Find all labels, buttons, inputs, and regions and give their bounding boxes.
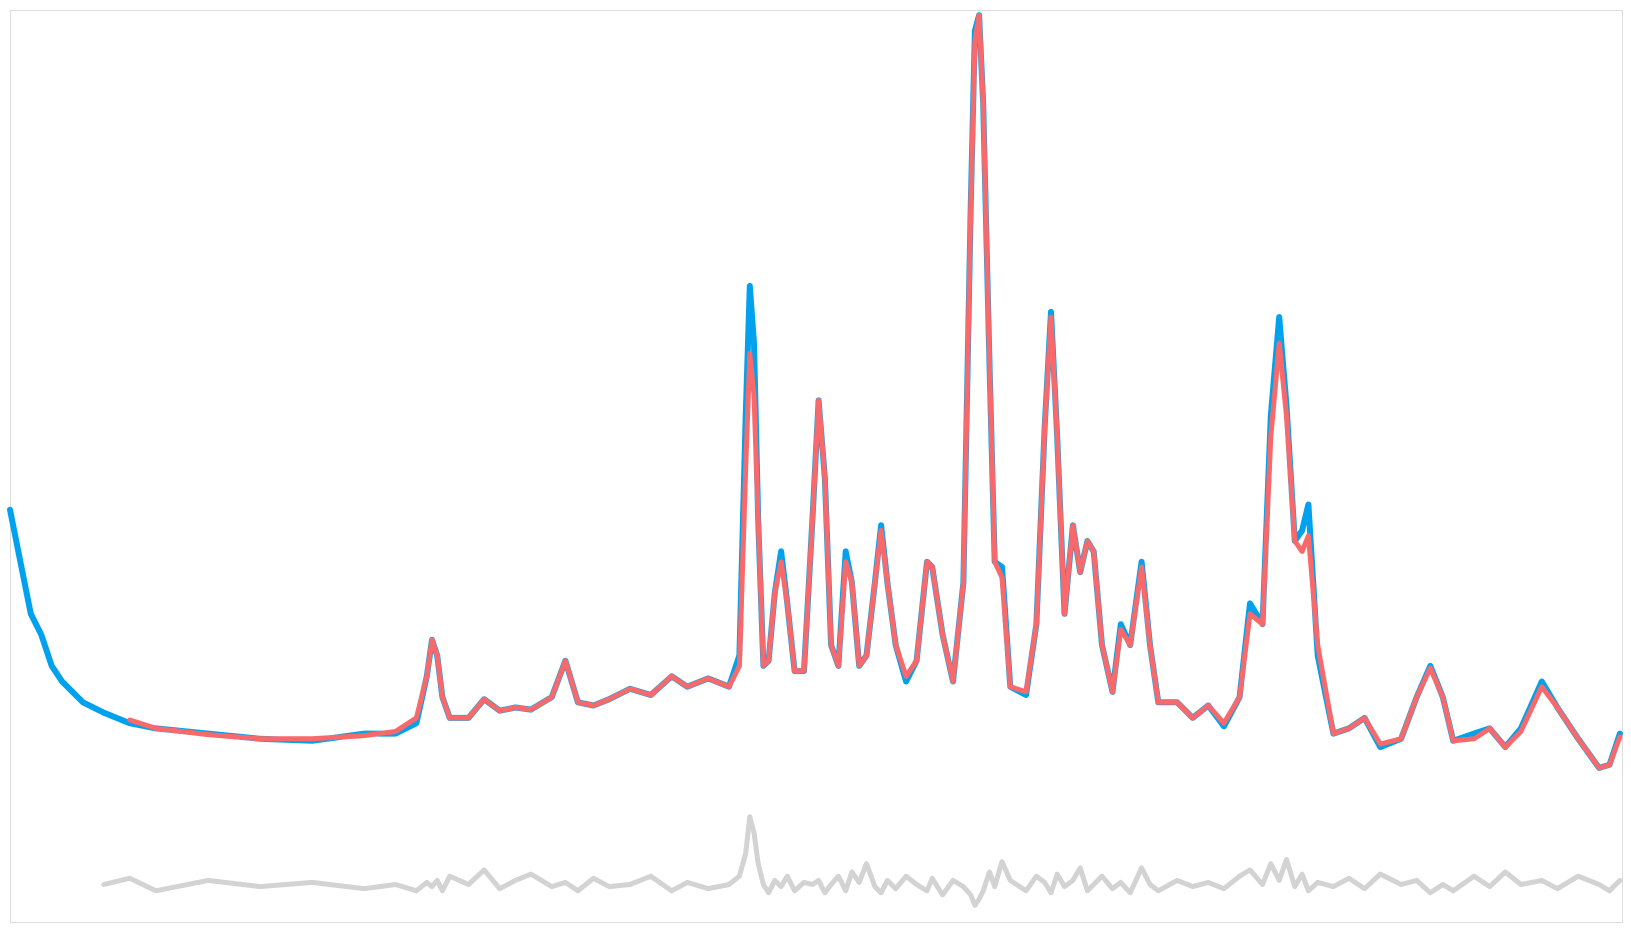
series-line (127, 12, 1623, 771)
series-line (101, 814, 1623, 908)
